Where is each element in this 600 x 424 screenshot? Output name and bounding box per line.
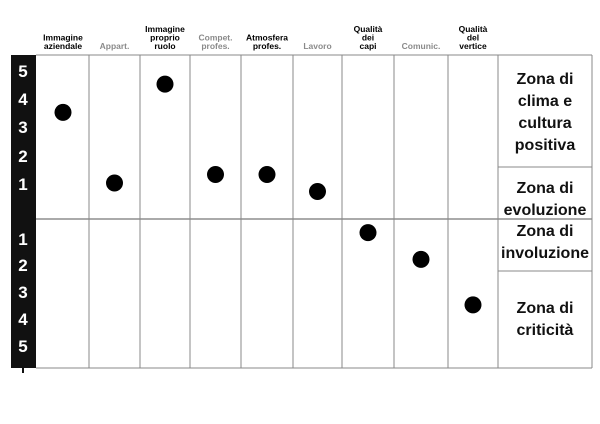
zone-label: Zona di criticità: [517, 300, 574, 339]
y-tick-label-negative: 4: [18, 310, 28, 329]
column-header: Atmosfera profes.: [246, 33, 288, 52]
column-header-line: Immagine: [145, 24, 185, 34]
zone-label: Zona di clima e cultura positiva: [515, 71, 576, 154]
column-header: Qualità del vertice: [459, 24, 488, 51]
column-header: Immagine proprio ruolo: [145, 24, 185, 51]
zone-label: Zona di evoluzione: [504, 180, 587, 219]
zone-label-line: evoluzione: [504, 202, 587, 219]
zone-label-line: Zona di: [517, 300, 574, 317]
zone-label-line: criticità: [517, 322, 574, 339]
zone-label-line: Zona di: [517, 180, 574, 197]
column-header-line: Atmosfera: [246, 33, 288, 43]
zone-label-line: Zona di: [517, 223, 574, 240]
column-header-line: aziendale: [44, 41, 83, 51]
column-header: Compet. profes.: [199, 33, 233, 52]
zone-label-line: cultura: [518, 115, 571, 132]
column-header: Qualità dei capi: [354, 24, 383, 51]
column-header: Comunic.: [402, 41, 441, 51]
column-header-line: Appart.: [100, 41, 130, 51]
column-header-line: profes.: [253, 41, 281, 51]
data-point: [309, 182, 326, 200]
data-point: [464, 296, 482, 314]
column-header-line: capi: [359, 41, 376, 51]
y-tick-label-positive: 4: [18, 90, 28, 109]
column-header-line: Compet.: [199, 33, 233, 43]
zone-label-line: involuzione: [501, 245, 589, 262]
column-header-line: profes.: [201, 41, 229, 51]
column-header-line: ruolo: [154, 41, 175, 51]
y-tick-label-negative: 1: [18, 230, 27, 249]
y-tick-label-positive: 1: [18, 175, 27, 194]
zone-label-line: positiva: [515, 137, 576, 154]
column-header-line: dei: [362, 33, 374, 43]
zone-label-line: Zona di: [517, 71, 574, 88]
column-header-line: del: [467, 33, 479, 43]
y-tick-label-negative: 5: [18, 337, 27, 356]
column-header-line: Qualità: [459, 24, 488, 34]
data-point: [106, 174, 123, 192]
data-point: [258, 166, 276, 184]
column-header: Lavoro: [303, 41, 331, 51]
column-header-line: proprio: [150, 33, 180, 43]
column-header-line: Qualità: [354, 24, 383, 34]
y-tick-label-positive: 5: [18, 62, 27, 81]
y-tick-label-negative: 3: [18, 283, 27, 302]
column-header: Appart.: [100, 41, 130, 51]
column-header-line: Lavoro: [303, 41, 331, 51]
y-tick-label-positive: 2: [18, 147, 27, 166]
y-tick-label-negative: 2: [18, 256, 27, 275]
data-point: [207, 166, 224, 184]
data-point: [54, 103, 72, 121]
data-point: [156, 75, 174, 93]
zone-label: Zona di involuzione: [501, 223, 589, 262]
column-header: Immagine aziendale: [43, 33, 83, 52]
column-header-line: Comunic.: [402, 41, 441, 51]
data-point: [359, 224, 377, 242]
y-tick-label-positive: 3: [18, 118, 27, 137]
y-axis-bar: [11, 55, 36, 368]
zone-label-line: clima e: [518, 93, 572, 110]
column-header-line: vertice: [459, 41, 487, 51]
data-point: [412, 250, 430, 268]
column-header-line: Immagine: [43, 33, 83, 43]
